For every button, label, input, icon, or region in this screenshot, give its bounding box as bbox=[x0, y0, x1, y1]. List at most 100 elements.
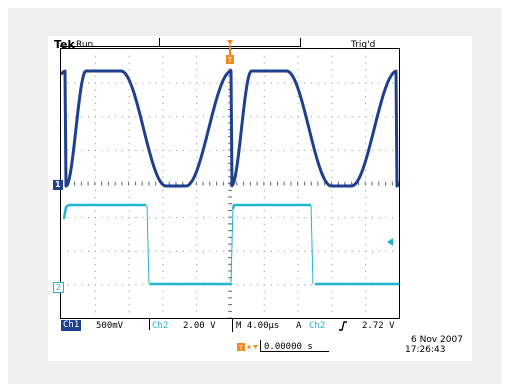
grid-dot bbox=[196, 96, 198, 98]
grid-dot bbox=[331, 264, 333, 266]
grid-dot bbox=[203, 217, 204, 219]
ch2-waveform bbox=[62, 203, 399, 286]
grid-dot bbox=[331, 136, 333, 138]
grid-dot bbox=[108, 82, 110, 84]
grid-dot bbox=[189, 116, 191, 118]
grid-dot bbox=[135, 217, 137, 219]
grid-dot bbox=[344, 217, 346, 219]
grid-dot bbox=[263, 89, 265, 91]
grid-dot bbox=[331, 183, 333, 185]
grid-dot bbox=[297, 210, 299, 212]
grid-dot bbox=[297, 55, 299, 57]
grid-dot bbox=[128, 311, 130, 313]
grid-dot bbox=[135, 116, 137, 118]
grid-dot bbox=[196, 102, 198, 104]
grid-dot bbox=[304, 250, 306, 252]
grid-dot bbox=[372, 82, 373, 84]
grid-dot bbox=[196, 250, 198, 252]
grid-dot bbox=[94, 190, 96, 192]
grid-dot bbox=[162, 257, 164, 259]
grid-dot bbox=[128, 129, 130, 131]
grid-dot bbox=[297, 311, 299, 313]
grid-dot bbox=[169, 217, 171, 219]
grid-dot bbox=[263, 55, 265, 57]
grid-dot bbox=[297, 163, 299, 165]
grid-dot bbox=[121, 116, 123, 118]
grid-dot bbox=[101, 250, 103, 252]
grid-dot bbox=[196, 277, 198, 279]
grid-dot bbox=[243, 149, 245, 151]
grid-dot bbox=[67, 284, 69, 286]
grid-dot bbox=[385, 116, 387, 118]
grid-dot bbox=[297, 82, 299, 84]
grid-dot bbox=[304, 284, 306, 286]
grid-dot bbox=[196, 143, 198, 145]
grid-dot bbox=[263, 183, 265, 185]
grid-dot bbox=[67, 149, 69, 151]
grid-dot bbox=[189, 217, 191, 219]
grid-dot bbox=[317, 116, 319, 118]
grid-dot bbox=[162, 149, 164, 151]
grid-dot bbox=[209, 183, 211, 185]
grid-dot bbox=[175, 183, 177, 185]
grid-dot bbox=[101, 284, 103, 286]
grid-dot bbox=[365, 217, 367, 219]
grid-dot bbox=[148, 284, 150, 286]
grid-dot bbox=[263, 170, 265, 171]
grid-dot bbox=[385, 250, 387, 252]
grid-dot bbox=[263, 257, 265, 259]
readout-divider bbox=[232, 319, 233, 332]
grid-dot bbox=[94, 176, 96, 178]
grid-dot bbox=[94, 143, 96, 145]
grid-dot bbox=[365, 123, 367, 124]
grid-dot bbox=[297, 96, 299, 98]
grid-dot bbox=[331, 75, 333, 77]
grid-dot bbox=[94, 102, 96, 104]
grid-dot bbox=[304, 183, 306, 185]
grid-dot bbox=[331, 102, 333, 104]
ch1-scale-readout: 500mV bbox=[96, 321, 124, 331]
grid-dot bbox=[263, 284, 265, 286]
position-readout-box bbox=[260, 340, 329, 352]
grid-dot bbox=[182, 183, 184, 185]
grid-dot bbox=[331, 156, 333, 158]
grid-dot bbox=[128, 217, 130, 219]
grid-dot bbox=[277, 217, 279, 219]
grid-dot bbox=[128, 75, 130, 77]
grid-dot bbox=[297, 291, 299, 293]
grid-dot bbox=[94, 82, 96, 84]
grid-dot bbox=[263, 143, 265, 145]
grid-dot bbox=[230, 264, 231, 266]
grid-dot bbox=[351, 183, 353, 185]
grid-dot bbox=[263, 163, 265, 165]
ch1-ground-marker: 1 bbox=[53, 180, 63, 190]
grid-dot bbox=[135, 250, 137, 252]
grid-dot bbox=[372, 217, 373, 219]
grid-dot bbox=[344, 82, 346, 84]
grid-dot bbox=[94, 55, 96, 57]
grid-dot bbox=[128, 116, 130, 118]
grid-dot bbox=[128, 190, 130, 192]
grid-dot bbox=[365, 69, 367, 71]
grid-dot bbox=[392, 82, 394, 84]
grid-dot bbox=[324, 250, 326, 252]
grid-dot bbox=[162, 210, 164, 212]
grid-dot bbox=[317, 183, 319, 185]
grid-dot bbox=[148, 183, 150, 185]
grid-dot bbox=[324, 116, 326, 118]
grid-dot bbox=[128, 210, 130, 212]
grid-dot bbox=[196, 264, 198, 266]
grid-dot bbox=[263, 96, 265, 98]
grid-dot bbox=[331, 210, 333, 212]
grid-dot bbox=[365, 230, 367, 232]
grid-dot bbox=[311, 82, 313, 84]
grid-dot bbox=[196, 190, 198, 192]
grid-dot bbox=[351, 250, 353, 252]
grid-dot bbox=[284, 250, 286, 252]
grid-dot bbox=[162, 237, 164, 239]
grid-dot bbox=[162, 109, 164, 111]
grid-dot bbox=[257, 250, 258, 252]
grid-dot bbox=[162, 129, 164, 131]
grid-dot bbox=[88, 183, 89, 185]
grid-dot bbox=[297, 129, 299, 131]
